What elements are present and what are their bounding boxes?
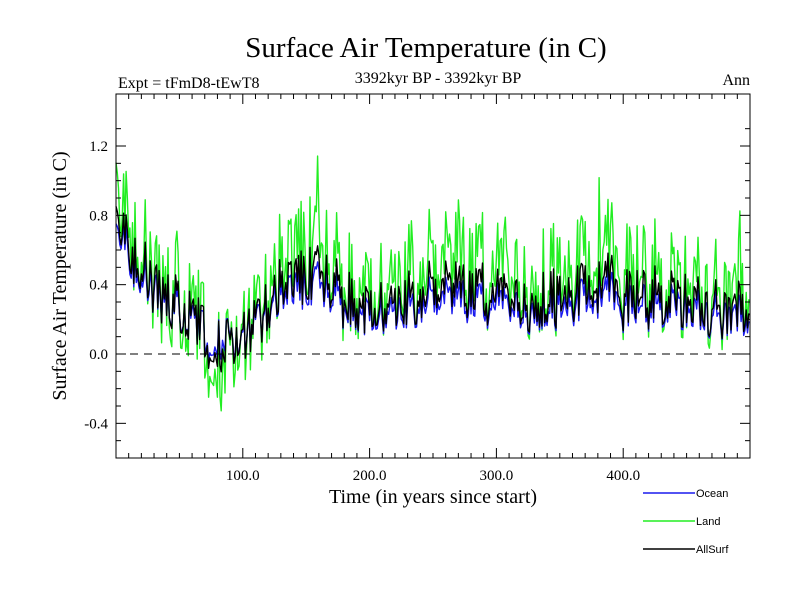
- chart-subtitle: 3392kyr BP - 3392kyr BP: [355, 70, 522, 87]
- y-tick-label: 0.8: [89, 208, 108, 224]
- x-tick-label: 100.0: [226, 468, 260, 484]
- series-line-allsurf: [115, 206, 751, 373]
- y-tick-label: 0.4: [89, 278, 108, 294]
- x-axis-label: Time (in years since start): [329, 486, 537, 508]
- chart-experiment-label: Expt = tFmD8-tEwT8: [118, 75, 259, 92]
- legend: Ocean Land AllSurf: [643, 488, 729, 556]
- axis-layer: 100.0 200.0 300.0 400.0 -0.4 0.0 0.4 0.8 1.2: [84, 94, 750, 484]
- legend-label-allsurf: AllSurf: [696, 544, 729, 556]
- y-axis-label: Surface Air Temperature (in C): [49, 151, 71, 400]
- x-tick-label: 200.0: [353, 468, 387, 484]
- chart-period-label: Ann: [722, 72, 750, 89]
- series-line-land: [115, 155, 751, 412]
- series-layer: [115, 155, 751, 412]
- y-tick-label: -0.4: [84, 416, 108, 432]
- legend-label-land: Land: [696, 516, 720, 528]
- y-tick-label: 0.0: [89, 347, 108, 363]
- y-tick-label: 1.2: [89, 139, 108, 155]
- legend-label-ocean: Ocean: [696, 488, 728, 500]
- x-tick-label: 300.0: [480, 468, 514, 484]
- chart-title: Surface Air Temperature (in C): [245, 32, 606, 64]
- x-tick-label: 400.0: [606, 468, 640, 484]
